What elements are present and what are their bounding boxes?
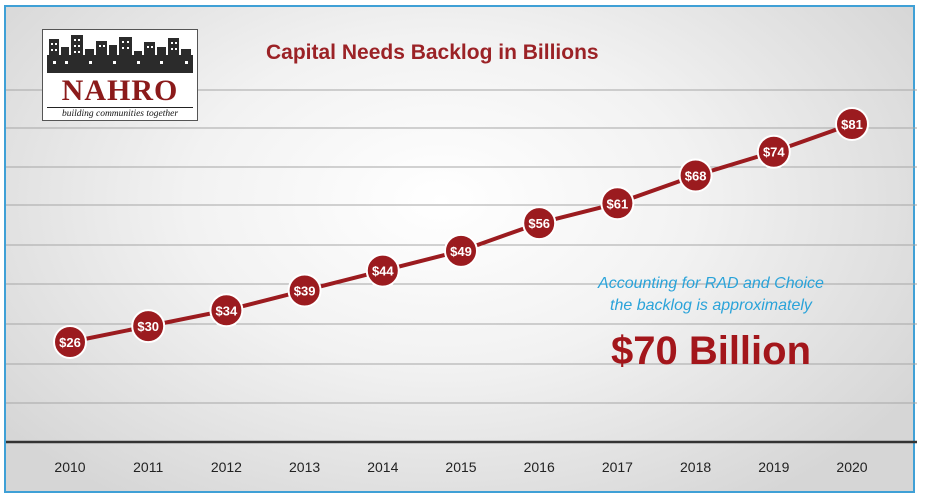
x-tick-label: 2020 xyxy=(836,459,867,475)
logo-brand: NAHRO xyxy=(61,74,179,107)
data-point-marker xyxy=(209,293,244,328)
annotation-emphasis: $70 Billion xyxy=(610,329,812,373)
data-point-marker xyxy=(444,233,478,268)
data-label: $26 xyxy=(59,335,81,350)
data-point-marker xyxy=(53,325,87,359)
x-tick-label: 2010 xyxy=(54,459,85,475)
x-tick-label: 2015 xyxy=(445,459,476,475)
backlog-series: $26 $30 $34 $39 $44 $49 $56 $61 $68 $74 $81 xyxy=(53,107,869,359)
data-point-marker xyxy=(600,186,635,221)
data-label: $34 xyxy=(216,303,238,318)
x-tick-label: 2017 xyxy=(602,459,633,475)
nahro-logo: NAHRO building communities together xyxy=(42,29,198,121)
data-point-marker xyxy=(287,273,322,308)
data-point-marker xyxy=(835,107,869,141)
city-skyline-icon xyxy=(47,35,193,73)
data-label: $44 xyxy=(372,264,394,279)
data-label: $68 xyxy=(685,169,707,184)
data-point-marker xyxy=(365,253,400,288)
data-label: $56 xyxy=(528,216,550,231)
x-tick-label: 2018 xyxy=(680,459,711,475)
x-tick-label: 2012 xyxy=(211,459,242,475)
data-label: $30 xyxy=(137,319,159,334)
chart-frame: 2010 2011 2012 2013 2014 2015 2016 2017 2018 2019… xyxy=(4,5,917,493)
annotation-line-1: Accounting for RAD and Choice xyxy=(598,275,824,292)
data-point-marker xyxy=(756,134,791,169)
data-label: $81 xyxy=(841,117,863,132)
x-axis: 2010 2011 2012 2013 2014 2015 2016 2017 2018 2019… xyxy=(6,440,917,475)
data-label: $74 xyxy=(763,145,785,160)
logo-tagline: building communities together xyxy=(61,109,179,119)
x-tick-label: 2016 xyxy=(524,459,555,475)
data-point-marker xyxy=(522,206,557,241)
x-tick-label: 2014 xyxy=(367,459,398,475)
data-label: $49 xyxy=(450,244,472,259)
chart-title: Capital Needs Backlog in Billions xyxy=(266,41,599,64)
x-tick-label: 2011 xyxy=(133,459,163,475)
logo-rule xyxy=(47,107,193,108)
data-point-marker xyxy=(131,309,166,344)
annotation-line-2: the backlog is approximately xyxy=(610,297,812,314)
x-tick-label: 2019 xyxy=(758,459,789,475)
chart-plot: 2010 2011 2012 2013 2014 2015 2016 2017 2018 2019… xyxy=(6,89,917,475)
data-label: $61 xyxy=(607,196,629,211)
data-point-marker xyxy=(678,158,713,193)
x-tick-label: 2013 xyxy=(289,459,320,475)
data-label: $39 xyxy=(294,283,316,298)
